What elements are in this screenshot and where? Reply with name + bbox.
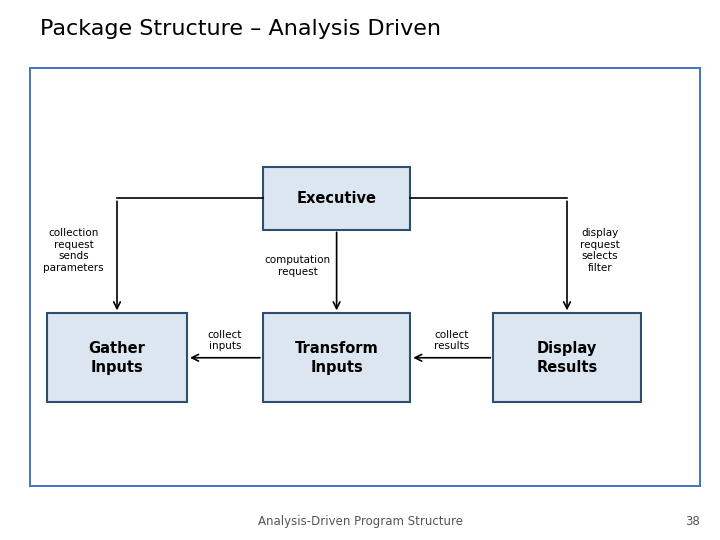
Bar — [493, 313, 641, 402]
Text: collect
results: collect results — [434, 329, 469, 351]
Text: Analysis-Driven Program Structure: Analysis-Driven Program Structure — [258, 515, 462, 528]
Bar — [30, 68, 700, 486]
Bar — [47, 313, 187, 402]
Text: display
request
selects
filter: display request selects filter — [580, 228, 620, 273]
Text: Executive: Executive — [297, 191, 377, 206]
Text: Package Structure – Analysis Driven: Package Structure – Analysis Driven — [40, 19, 441, 39]
Text: 38: 38 — [685, 515, 700, 528]
Bar — [263, 313, 410, 402]
Text: collection
request
sends
parameters: collection request sends parameters — [43, 228, 104, 273]
Text: collect
inputs: collect inputs — [208, 329, 242, 351]
Bar — [263, 167, 410, 230]
Text: Gather
Inputs: Gather Inputs — [89, 341, 145, 375]
Text: computation
request: computation request — [265, 255, 330, 277]
Text: Display
Results: Display Results — [536, 341, 598, 375]
Text: Transform
Inputs: Transform Inputs — [294, 341, 379, 375]
